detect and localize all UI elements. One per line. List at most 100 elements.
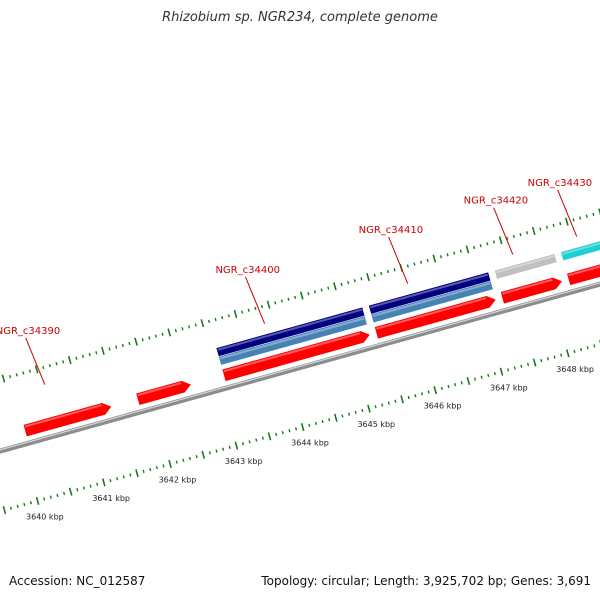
outer-tick	[108, 347, 111, 351]
inner-tick	[62, 491, 66, 496]
outer-tick	[148, 336, 151, 340]
inner-tick	[195, 454, 198, 459]
outer-tick	[55, 362, 58, 366]
gene-arrow-body	[23, 403, 112, 437]
inner-tick	[387, 401, 390, 405]
inner-tick	[116, 477, 119, 481]
outer-tick	[347, 280, 350, 285]
outer-tick	[340, 282, 343, 287]
feature-bar-highlight	[217, 308, 363, 351]
feature-bar-body	[371, 281, 493, 323]
outer-tick	[506, 236, 509, 240]
inner-tick	[540, 359, 543, 363]
outer-tick	[419, 260, 423, 264]
feature-bar	[218, 316, 367, 365]
inner-tick	[333, 413, 338, 422]
outer-tick	[413, 262, 416, 266]
outer-tick	[294, 295, 297, 299]
outer-tick	[579, 216, 582, 220]
gene-arrow-highlight	[223, 332, 361, 373]
inner-tick	[499, 367, 504, 376]
inner-tick	[513, 366, 516, 370]
inner-tick	[201, 450, 206, 459]
inner-tick	[149, 467, 152, 472]
gene-leader-line	[493, 207, 514, 255]
map-title: Rhizobium sp. NGR234, complete genome	[162, 10, 438, 25]
genome-track-area: 3640 kbp 3641 kbp 3642 kbp 3643 kbp 3644 kbp…	[0, 178, 600, 521]
inner-tick	[407, 395, 410, 400]
scale-label: 3640 kbp	[26, 512, 64, 521]
gene-label: NGR_c34410	[359, 225, 424, 236]
outer-tick	[15, 373, 18, 377]
inner-tick	[135, 469, 139, 478]
inner-tick	[354, 410, 357, 414]
outer-tick	[598, 208, 600, 216]
outer-tick	[81, 354, 85, 359]
outer-tick	[333, 282, 337, 291]
inner-tick	[288, 429, 291, 433]
inner-tick	[394, 399, 397, 403]
gene-arrow	[567, 260, 600, 286]
outer-tick	[360, 277, 363, 281]
outer-tick	[188, 325, 191, 329]
outer-tick	[539, 227, 542, 231]
inner-tick	[447, 384, 450, 389]
inner-tick	[454, 383, 457, 387]
scale-label: 3641 kbp	[92, 494, 130, 503]
inner-tick	[553, 355, 556, 359]
gene-arrow	[136, 380, 191, 406]
gene-leader-line	[25, 337, 46, 385]
outer-tick	[373, 273, 376, 277]
outer-tick	[200, 319, 205, 328]
outer-tick	[465, 245, 470, 254]
outer-tick	[274, 301, 277, 305]
inner-tick	[208, 451, 211, 455]
inner-tick	[520, 364, 523, 368]
outer-tick	[207, 319, 211, 323]
feature-bar-body	[561, 237, 600, 261]
inner-tick	[526, 362, 530, 366]
inner-tick	[16, 504, 19, 509]
feature-bar-body	[368, 272, 491, 314]
inner-tick	[507, 368, 510, 372]
inner-tick	[381, 403, 384, 407]
gene-arrow-body	[374, 296, 496, 339]
inner-tick	[56, 493, 59, 497]
outer-tick	[214, 317, 217, 322]
gene-label: NGR_c34390	[0, 326, 60, 337]
inner-tick	[480, 375, 483, 379]
outer-tick	[167, 328, 172, 337]
outer-tick	[380, 271, 383, 276]
inner-tick	[328, 418, 331, 422]
gene-leader-line	[557, 189, 578, 237]
feature-bar-highlight	[496, 255, 555, 274]
outer-tick	[88, 352, 91, 357]
inner-tick	[9, 506, 13, 510]
outer-tick	[545, 225, 549, 229]
outer-tick	[121, 343, 124, 347]
inner-tick	[565, 349, 570, 358]
inner-tick	[579, 347, 583, 352]
outer-tick	[254, 306, 257, 311]
outer-tick	[221, 316, 224, 320]
outer-tick	[479, 244, 482, 248]
inner-tick	[68, 487, 73, 496]
genome-summary-text: Topology: circular; Length: 3,925,702 bp…	[261, 574, 591, 588]
inner-tick	[142, 469, 145, 473]
outer-tick	[141, 338, 144, 342]
inner-tick	[241, 442, 245, 446]
outer-tick	[307, 292, 310, 296]
scale-label: 3647 kbp	[490, 383, 528, 392]
outer-tick	[572, 218, 575, 222]
outer-tick	[115, 345, 118, 349]
feature-bar-highlight	[562, 238, 600, 255]
inner-tick	[109, 478, 112, 483]
inner-tick	[2, 506, 7, 515]
inner-tick	[400, 395, 404, 404]
feature-bar	[494, 253, 557, 279]
gene-arrow	[222, 331, 370, 382]
inner-tick	[294, 427, 298, 431]
inner-tick	[493, 371, 496, 376]
feature-bar-body	[494, 253, 557, 279]
